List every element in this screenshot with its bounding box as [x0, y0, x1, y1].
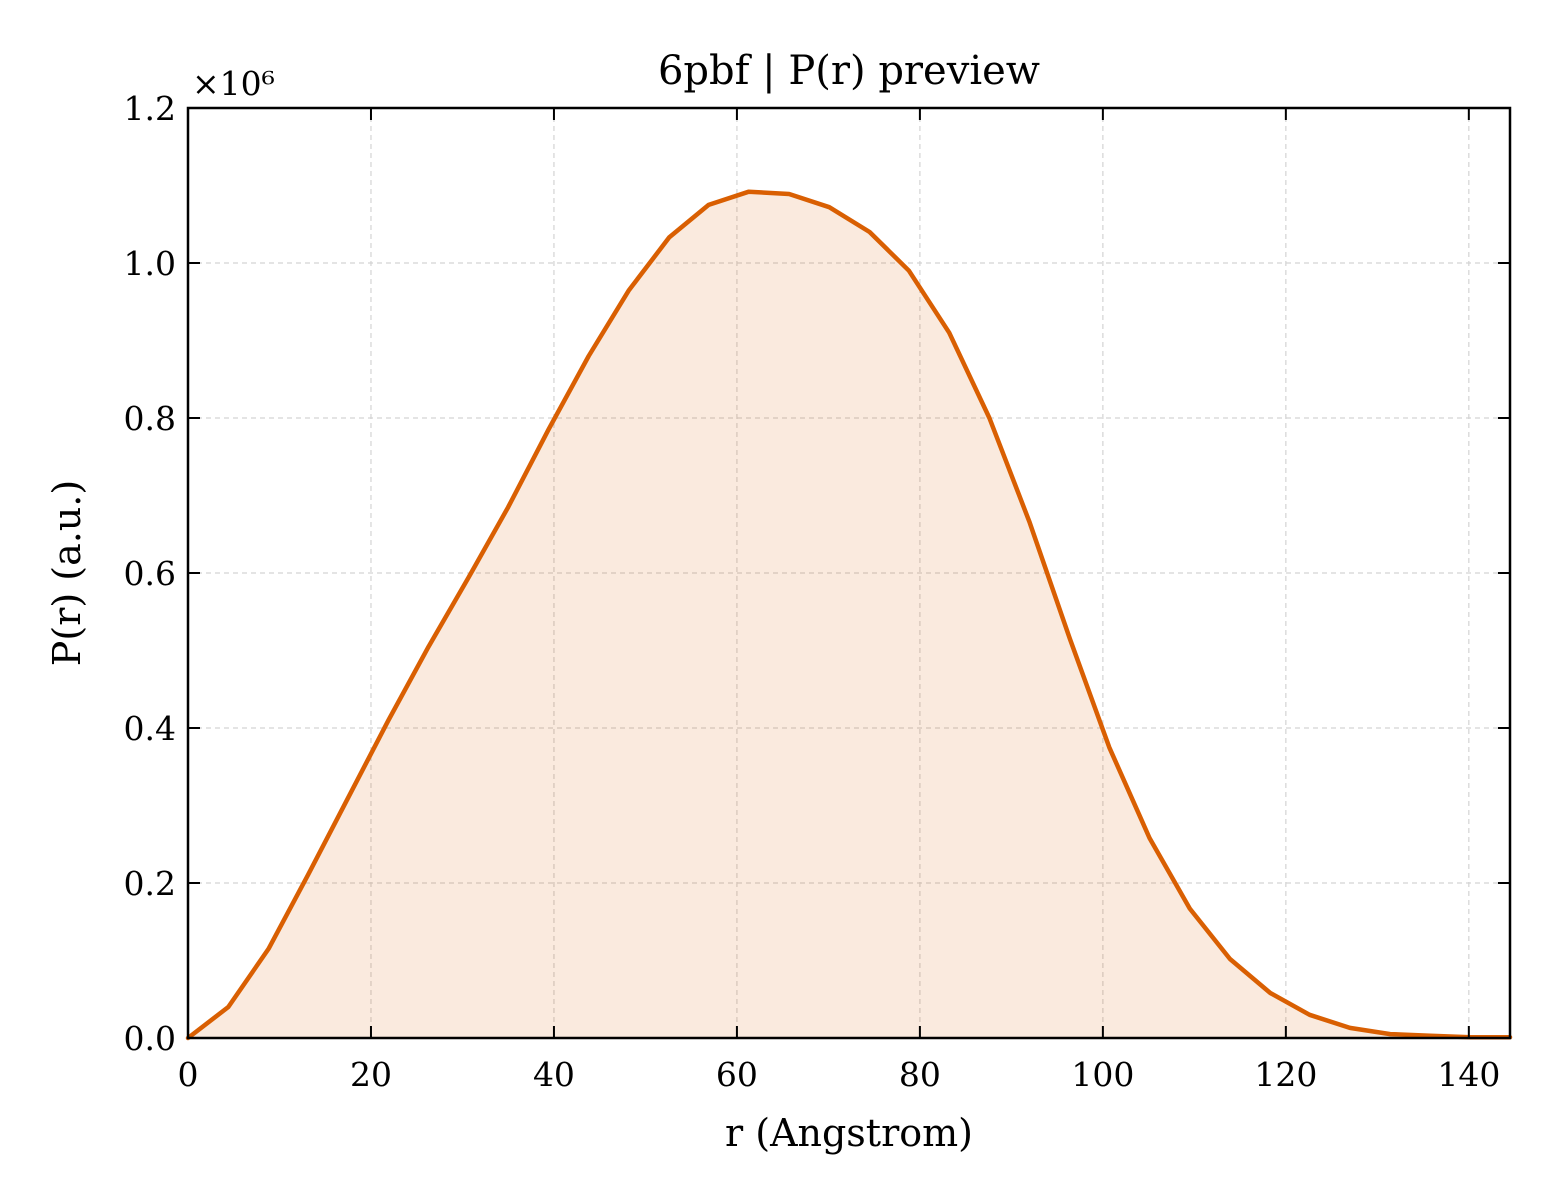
x-tick-label: 60: [716, 1055, 758, 1094]
chart-title: 6pbf | P(r) preview: [658, 48, 1040, 94]
series-line: [185, 189, 1513, 1041]
x-tick-label: 20: [350, 1055, 392, 1094]
x-tick-label: 40: [533, 1055, 575, 1094]
x-tick-label: 80: [899, 1055, 941, 1094]
x-tick-label: 100: [1071, 1055, 1134, 1094]
x-tick-labels: 0 20 40 60 80 100 120 140: [178, 1055, 1501, 1094]
y-tick-label: 1.0: [124, 244, 176, 283]
y-axis-multiplier: ×10⁶: [192, 64, 275, 103]
x-tick-label: 0: [178, 1055, 199, 1094]
y-tick-label: 0.6: [124, 554, 176, 593]
y-tick-label: 1.2: [124, 89, 176, 128]
y-axis-label: P(r) (a.u.): [45, 480, 89, 666]
series-area-fill: [188, 191, 1510, 1038]
x-axis-label: r (Angstrom): [725, 1111, 973, 1155]
plot-frame: [186, 106, 1512, 1040]
x-tick-label: 140: [1437, 1055, 1500, 1094]
y-tick-labels: 0.0 0.2 0.4 0.6 0.8 1.0 1.2: [124, 89, 176, 1058]
y-tick-label: 0.8: [124, 399, 176, 438]
y-tick-label: 0.0: [124, 1019, 176, 1058]
y-tick-label: 0.4: [124, 709, 176, 748]
x-tick-label: 120: [1254, 1055, 1317, 1094]
y-tick-label: 0.2: [124, 864, 176, 903]
